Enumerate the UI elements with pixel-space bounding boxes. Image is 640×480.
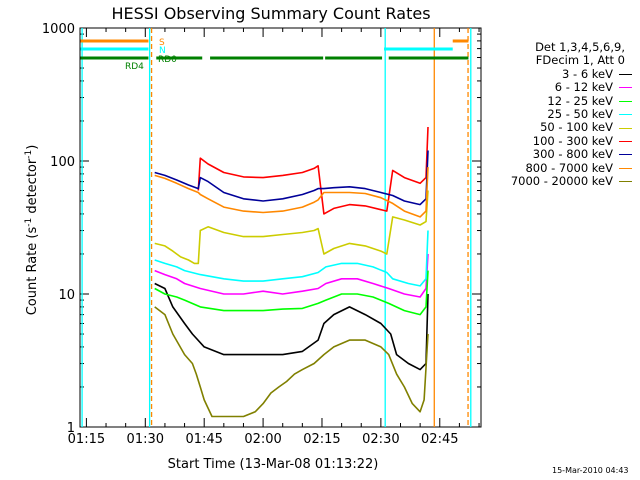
y-label-sup2: -1 — [24, 150, 34, 159]
legend-entry: 6 - 12 keV — [488, 80, 634, 95]
y-label-mid: detector — [25, 158, 40, 218]
legend-header-line-1: Det 1,3,4,5,6,9, — [535, 40, 625, 54]
legend-swatch — [619, 87, 632, 89]
legend-swatch — [619, 114, 632, 116]
legend-swatch — [619, 154, 632, 156]
legend-swatch — [619, 167, 632, 169]
y-label-sup1: -1 — [24, 218, 34, 227]
legend-entry: 300 - 800 keV — [488, 147, 634, 162]
legend-label: 25 - 50 keV — [547, 106, 613, 121]
legend-header-line-2: FDecim 1, Att 0 — [535, 53, 625, 68]
state-bar-label-rd4: RD4 — [125, 62, 144, 72]
legend-label: 3 - 6 keV — [562, 66, 613, 81]
legend-swatch — [619, 127, 632, 129]
x-tick-label: 02:30 — [362, 432, 399, 447]
legend-label: 7000 - 20000 keV — [510, 173, 613, 188]
legend-swatch — [619, 100, 632, 102]
legend-label: 300 - 800 keV — [532, 147, 613, 162]
legend-entry: 12 - 25 keV — [488, 93, 634, 108]
series-line-5 — [154, 190, 429, 265]
legend-label: 12 - 25 keV — [547, 93, 613, 108]
legend-entry: 3 - 6 keV — [488, 66, 634, 81]
footer-timestamp: 15-Mar-2010 04:43 — [552, 466, 629, 475]
plot-frame — [79, 27, 482, 428]
y-tick-label: 1 — [67, 421, 75, 436]
legend-entry: 100 - 300 keV — [488, 133, 634, 148]
plot-area: 1 10 100 1000 01:15 01:30 01:45 02:00 02:15 02:30… — [42, 22, 482, 447]
series-line-1 — [154, 282, 429, 371]
state-bar-label-rd0: RD0 — [158, 55, 177, 65]
series-line-7 — [154, 150, 429, 206]
series-line-9 — [154, 306, 429, 418]
series-line-4 — [154, 230, 429, 287]
legend-label: 800 - 7000 keV — [525, 160, 613, 175]
y-tick-label: 100 — [50, 155, 75, 170]
x-axis-label: Start Time (13-Mar-08 01:13:22) — [168, 457, 379, 472]
state-bar-label-n: N — [159, 46, 166, 56]
legend-swatch — [619, 74, 632, 75]
series-line-8 — [154, 167, 429, 218]
x-tick-label: 01:30 — [127, 432, 164, 447]
series-line-2 — [154, 253, 429, 298]
legend-entry: 800 - 7000 keV — [488, 160, 634, 175]
series-line-6 — [197, 126, 429, 215]
y-label-prefix: Count Rate (s — [25, 227, 40, 316]
plot-content — [80, 28, 472, 427]
legend-entry: 25 - 50 keV — [488, 106, 634, 121]
state-bar-label-s: S — [159, 38, 165, 48]
chart-title: HESSI Observing Summary Count Rates — [111, 4, 430, 23]
legend-swatch — [619, 140, 632, 142]
legend: Det 1,3,4,5,6,9, FDecim 1, Att 0 3 - 6 k… — [488, 40, 634, 188]
y-tick-label: 1000 — [42, 22, 75, 37]
legend-label: 6 - 12 keV — [554, 80, 613, 95]
legend-label: 100 - 300 keV — [532, 133, 613, 148]
legend-entry: 7000 - 20000 keV — [488, 173, 634, 188]
legend-entry: 50 - 100 keV — [488, 120, 634, 135]
x-tick-label: 01:15 — [68, 432, 105, 447]
y-axis-label: Count Rate (s-1 detector-1) — [24, 145, 40, 316]
y-label-suffix: ) — [25, 145, 40, 150]
y-tick-label: 10 — [58, 288, 75, 303]
x-tick-label: 02:45 — [421, 432, 458, 447]
legend-label: 50 - 100 keV — [540, 120, 613, 135]
x-tick-label: 01:45 — [185, 432, 222, 447]
x-tick-label: 02:00 — [244, 432, 281, 447]
x-tick-label: 02:15 — [303, 432, 340, 447]
series-line-3 — [154, 270, 429, 316]
legend-swatch — [619, 181, 632, 183]
